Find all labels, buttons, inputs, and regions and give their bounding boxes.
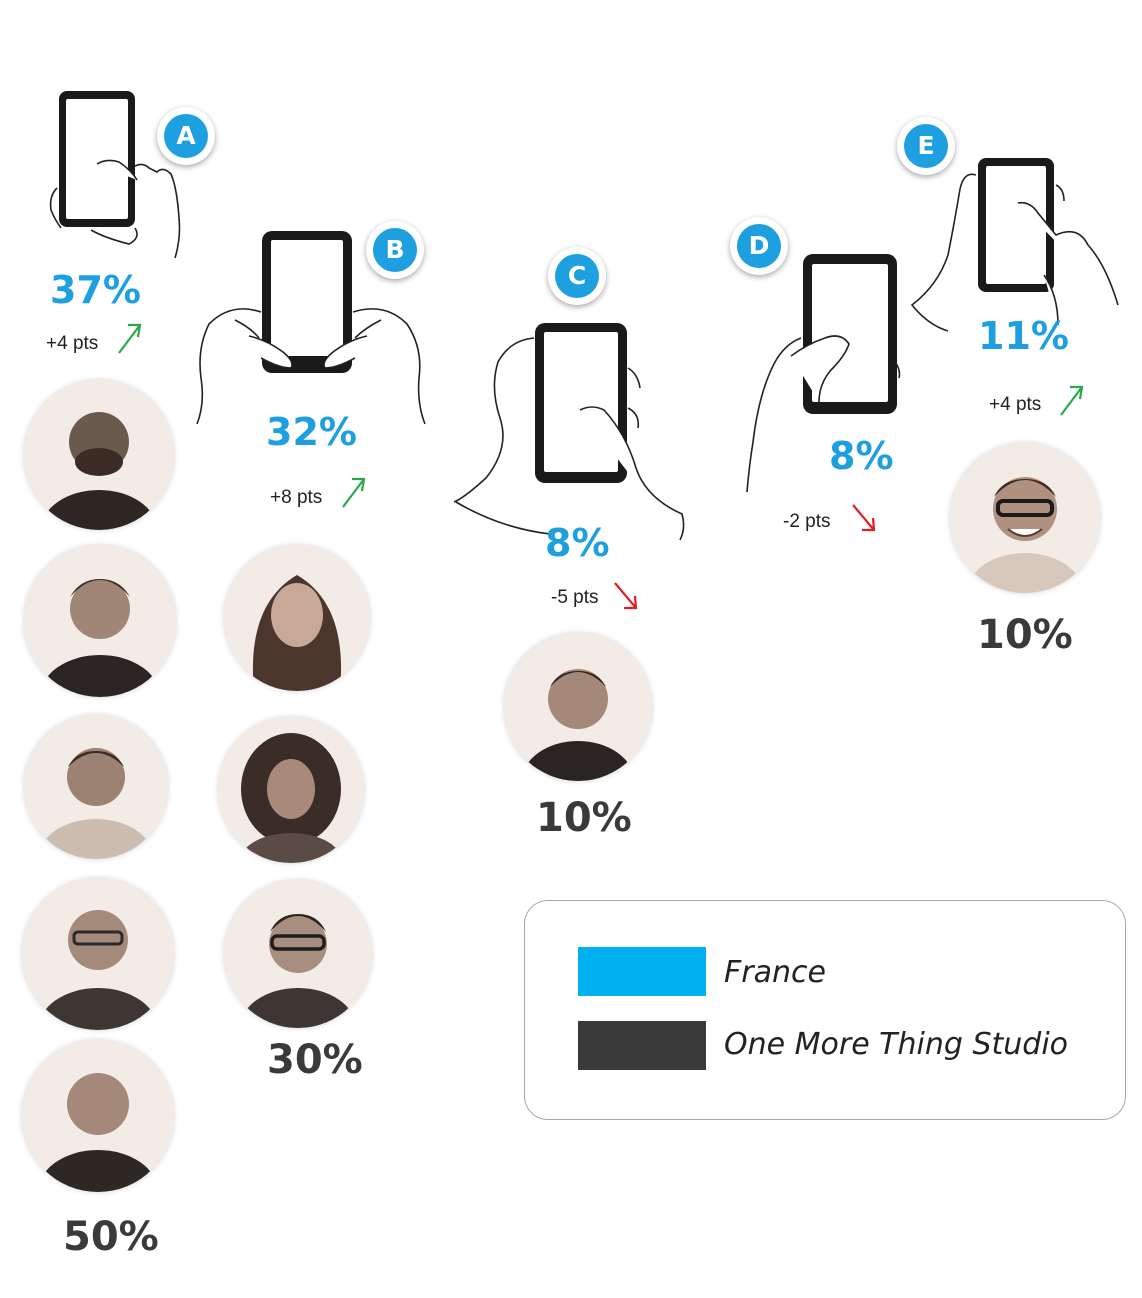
legend: France One More Thing Studio <box>524 900 1126 1120</box>
change-pts-d: -2 pts <box>783 511 831 532</box>
legend-label-france: France <box>724 955 826 990</box>
phone-two-hands-index-icon <box>910 158 1119 332</box>
legend-swatch-france <box>578 947 706 996</box>
france-percent-e: 11% <box>978 314 1069 358</box>
phone-one-hand-thumb-up-icon <box>746 254 901 493</box>
phone-two-hands-thumbs-icon <box>196 231 426 425</box>
france-percent-b: 32% <box>266 410 357 454</box>
trend-up-icon <box>342 477 366 508</box>
legend-swatch-studio <box>578 1021 706 1070</box>
phone-one-hand-thumb-icon <box>49 91 181 259</box>
posture-badge-b: B <box>366 221 424 279</box>
change-pts-a: +4 pts <box>46 333 99 354</box>
avatar-member-c1 <box>504 633 652 781</box>
france-percent-c: 8% <box>545 521 610 565</box>
trend-up-icon <box>1060 385 1084 416</box>
avatar-member-a3 <box>24 715 168 859</box>
legend-label-studio: One More Thing Studio <box>724 1027 1069 1062</box>
change-pts-b: +8 pts <box>270 487 323 508</box>
avatar-member-e1 <box>950 443 1100 593</box>
france-percent-d: 8% <box>829 434 894 478</box>
avatar-member-a2 <box>24 545 176 697</box>
trend-down-icon <box>852 504 876 532</box>
phone-hold-and-tap-icon <box>453 323 685 541</box>
france-percent-a: 37% <box>50 268 141 312</box>
avatar-member-b2 <box>218 717 364 863</box>
posture-badge-e: E <box>897 117 955 175</box>
avatar-member-a1 <box>24 380 174 530</box>
studio-percent-b: 30% <box>267 1037 363 1083</box>
posture-badge-d: D <box>730 217 788 275</box>
posture-badge-c: C <box>548 247 606 305</box>
avatar-member-a5 <box>22 1040 174 1192</box>
avatar-member-a4 <box>22 878 174 1030</box>
trend-down-icon <box>614 582 638 610</box>
trend-up-icon <box>118 323 142 354</box>
avatar-member-b1 <box>224 545 370 691</box>
studio-percent-a: 50% <box>63 1214 159 1260</box>
posture-badge-a: A <box>157 107 215 165</box>
studio-percent-e: 10% <box>977 612 1073 658</box>
change-pts-e: +4 pts <box>989 394 1042 415</box>
avatar-member-b3 <box>224 880 372 1028</box>
studio-percent-c: 10% <box>536 795 632 841</box>
change-pts-c: -5 pts <box>551 587 599 608</box>
